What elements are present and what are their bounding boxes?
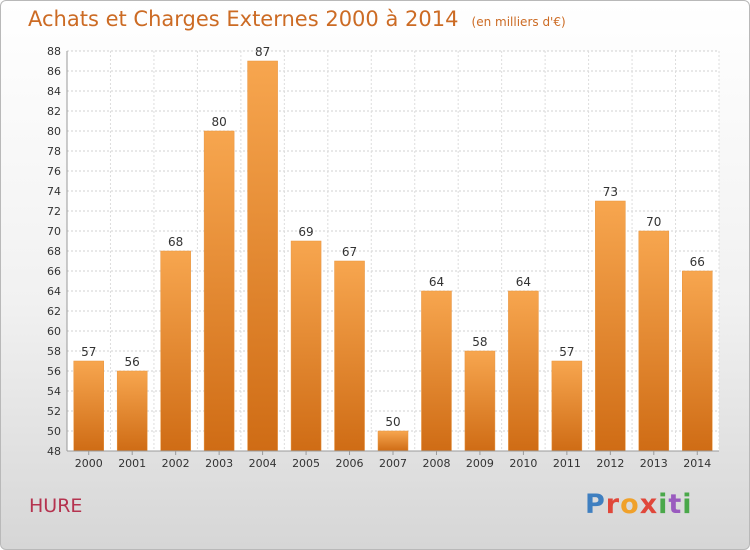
x-tick-label: 2007	[379, 457, 407, 470]
bar-value-label: 50	[385, 415, 400, 429]
y-tick-label: 64	[47, 285, 61, 298]
axis-layer: 48 50 52 54 56 58 60 62 64 66 68 70 72 74 76 78 80 82 84 86…	[47, 45, 719, 470]
logo-letter: x	[639, 489, 659, 520]
logo-letter: r	[605, 489, 621, 520]
y-tick-label: 50	[47, 425, 61, 438]
x-tick-label: 2002	[162, 457, 190, 470]
y-tick-label: 72	[47, 205, 61, 218]
y-tick-label: 60	[47, 325, 61, 338]
x-tick-label: 2001	[118, 457, 146, 470]
bar-value-label: 64	[429, 275, 444, 289]
x-tick-label: 2000	[75, 457, 103, 470]
chart-subtitle: (en milliers d'€)	[471, 15, 566, 29]
x-tick-label: 2003	[205, 457, 233, 470]
proxiti-logo-icon: Proxiti	[585, 489, 693, 520]
x-tick-label: 2008	[422, 457, 450, 470]
logo-letter: t	[668, 489, 683, 520]
y-tick-label: 76	[47, 165, 61, 178]
bar-2000	[73, 360, 104, 452]
bar-value-label: 66	[690, 255, 705, 269]
x-tick-label: 2010	[509, 457, 537, 470]
bar-2001	[116, 370, 148, 452]
commune-name: HURE	[29, 495, 83, 517]
bar-value-label: 68	[168, 235, 183, 249]
y-tick-label: 80	[47, 125, 61, 138]
x-tick-label: 2004	[249, 457, 277, 470]
bar-value-label: 64	[516, 275, 531, 289]
x-tick-label: 2009	[466, 457, 494, 470]
y-tick-label: 54	[47, 385, 61, 398]
bar-value-label: 56	[125, 355, 140, 369]
bar-2008	[421, 290, 452, 452]
y-tick-label: 58	[47, 345, 61, 358]
logo-letter: P	[585, 489, 606, 520]
bar-value-label: 57	[559, 345, 574, 359]
bar-2003	[203, 130, 235, 452]
x-tick-label: 2014	[683, 457, 711, 470]
x-tick-label: 2006	[336, 457, 364, 470]
logo-letter: i	[658, 489, 669, 520]
x-tick-label: 2005	[292, 457, 320, 470]
bar-value-label: 70	[646, 215, 661, 229]
bar-value-label: 87	[255, 45, 270, 59]
y-tick-label: 82	[47, 105, 61, 118]
bar-2004	[247, 60, 278, 452]
labels-layer: 57 56 68 80 87 69 67 50 64 58 64 57 73 70 66	[81, 45, 705, 429]
bar-2006	[334, 260, 365, 452]
y-tick-label: 78	[47, 145, 61, 158]
bar-2012	[595, 200, 626, 452]
bar-2005	[290, 240, 322, 452]
y-tick-label: 66	[47, 265, 61, 278]
y-tick-label: 48	[47, 445, 61, 458]
logo-letter: i	[682, 489, 693, 520]
bar-value-label: 73	[603, 185, 618, 199]
x-tick-label: 2011	[553, 457, 581, 470]
y-tick-label: 84	[47, 85, 61, 98]
x-tick-label: 2012	[596, 457, 624, 470]
bar-2013	[638, 230, 670, 452]
bar-value-label: 58	[472, 335, 487, 349]
bar-2007	[377, 430, 409, 452]
bar-2014	[682, 270, 713, 452]
bar-2011	[551, 360, 583, 452]
bars-layer	[73, 60, 713, 452]
x-tick-label: 2013	[640, 457, 668, 470]
bar-2010	[508, 290, 539, 452]
y-tick-label: 86	[47, 65, 61, 78]
bar-value-label: 69	[298, 225, 313, 239]
logo-letter: o	[620, 489, 640, 520]
y-tick-label: 88	[47, 45, 61, 58]
bar-2009	[464, 350, 496, 452]
y-tick-label: 56	[47, 365, 61, 378]
y-tick-label: 68	[47, 245, 61, 258]
y-tick-label: 74	[47, 185, 61, 198]
bar-value-label: 57	[81, 345, 96, 359]
bar-2002	[160, 250, 191, 452]
title-row: Achats et Charges Externes 2000 à 2014 (…	[28, 7, 566, 31]
bar-value-label: 67	[342, 245, 357, 259]
bar-value-label: 80	[211, 115, 226, 129]
y-tick-label: 62	[47, 305, 61, 318]
chart-title: Achats et Charges Externes 2000 à 2014	[28, 7, 459, 31]
y-tick-label: 70	[47, 225, 61, 238]
y-tick-label: 52	[47, 405, 61, 418]
